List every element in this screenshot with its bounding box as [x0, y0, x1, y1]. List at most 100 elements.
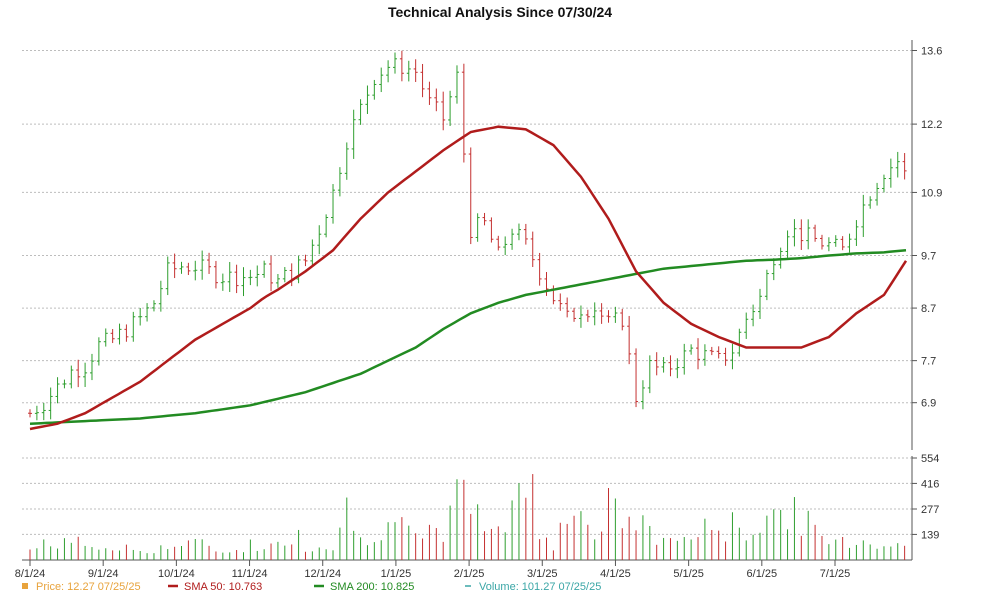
volume-tick-label: 416 [921, 478, 939, 490]
volume-tick-label: 554 [921, 453, 939, 465]
chart-title: Technical Analysis Since 07/30/24 [388, 4, 612, 20]
price-bar [213, 260, 218, 289]
price-bar [661, 357, 666, 373]
price-bar [709, 346, 714, 356]
price-bar [847, 233, 852, 253]
price-bar [448, 90, 453, 126]
price-bar [744, 312, 749, 339]
x-tick-label: 10/1/24 [158, 568, 195, 580]
price-bar [758, 288, 762, 320]
price-bar [723, 347, 728, 366]
price-tick-label: 12.2 [921, 119, 942, 131]
price-bar [172, 253, 177, 279]
price-bar [248, 269, 253, 286]
price-bar [179, 261, 184, 274]
price-bar [599, 303, 604, 324]
price-bar [510, 228, 515, 250]
price-bars [28, 50, 907, 421]
price-bar [303, 254, 308, 267]
price-bar [399, 50, 404, 82]
price-bar [62, 379, 67, 389]
price-bar [282, 267, 287, 283]
price-bar [413, 59, 418, 82]
sma-200-line [29, 249, 907, 425]
price-bar [48, 387, 53, 420]
price-bar [875, 182, 880, 206]
price-bar [103, 328, 108, 347]
price-bar [902, 153, 907, 180]
price-bar [69, 365, 74, 389]
price-bar [606, 310, 611, 323]
price-bar [537, 252, 542, 286]
price-bar [620, 308, 625, 331]
price-bar [324, 214, 329, 238]
chart-legend: Price: 12.27 07/25/25 SMA 50: 10.763 SMA 2… [22, 581, 601, 593]
price-bar [881, 174, 886, 193]
price-bar [34, 405, 39, 421]
price-bar [702, 344, 707, 366]
price-bar [331, 184, 336, 224]
price-tick-label: 6.9 [921, 398, 936, 410]
price-bar [764, 269, 769, 301]
price-bar [813, 224, 818, 242]
legend-item-sma200: SMA 200: 10.825 [314, 581, 414, 593]
price-bar [234, 264, 239, 294]
price-bar [799, 219, 804, 250]
price-bar [165, 256, 170, 296]
price-bar [76, 359, 81, 388]
price-bar [186, 262, 191, 275]
price-bar [654, 352, 659, 376]
price-bar [785, 230, 790, 258]
price-bar [28, 409, 32, 418]
price-bar [503, 236, 508, 256]
price-tick-label: 13.6 [921, 46, 942, 58]
price-bar [193, 260, 198, 281]
price-axis-ticks: 13.6 12.2 10.9 9.7 8.7 7.7 6.9 [912, 46, 942, 410]
price-bar [489, 217, 494, 243]
price-bar [806, 219, 811, 250]
price-bar [578, 305, 583, 328]
x-tick-label: 7/1/25 [820, 568, 851, 580]
price-bar [627, 315, 632, 365]
x-tick-label: 11/1/24 [232, 568, 268, 580]
price-tick-label: 10.9 [921, 187, 942, 199]
price-bar [241, 267, 246, 297]
price-bar [207, 252, 212, 274]
price-bar [792, 219, 797, 247]
price-bar [572, 307, 577, 322]
price-bar [351, 109, 356, 159]
price-tick-label: 7.7 [921, 356, 936, 368]
price-bar [145, 303, 150, 322]
price-bar [158, 280, 163, 312]
price-bar [826, 237, 831, 252]
price-bar [696, 338, 701, 370]
price-bar [461, 63, 466, 163]
price-bar [441, 91, 446, 131]
price-bar [117, 323, 122, 345]
price-bar [96, 337, 101, 366]
price-bar [227, 261, 232, 292]
price-bar [613, 306, 618, 323]
volume-bars [29, 474, 906, 560]
price-bar [420, 63, 425, 98]
price-bar [89, 353, 94, 381]
price-bar [523, 223, 528, 245]
price-bar [868, 196, 873, 209]
price-bar [482, 212, 487, 226]
x-tick-label: 9/1/24 [88, 568, 119, 580]
legend-item-volume: Volume: 101.27 07/25/25 [465, 581, 601, 593]
price-bar [41, 402, 46, 421]
price-bar [592, 302, 597, 326]
price-bar [434, 88, 439, 112]
price-bar [861, 194, 866, 237]
volume-axis-ticks: 554 416 277 139 [912, 453, 939, 541]
price-bar [427, 81, 432, 105]
price-bar [833, 235, 838, 247]
price-bar [468, 147, 473, 245]
price-bar [454, 65, 459, 104]
price-bar [895, 151, 900, 178]
price-bar [55, 377, 60, 404]
price-bar [675, 358, 680, 379]
price-bar [344, 142, 349, 180]
